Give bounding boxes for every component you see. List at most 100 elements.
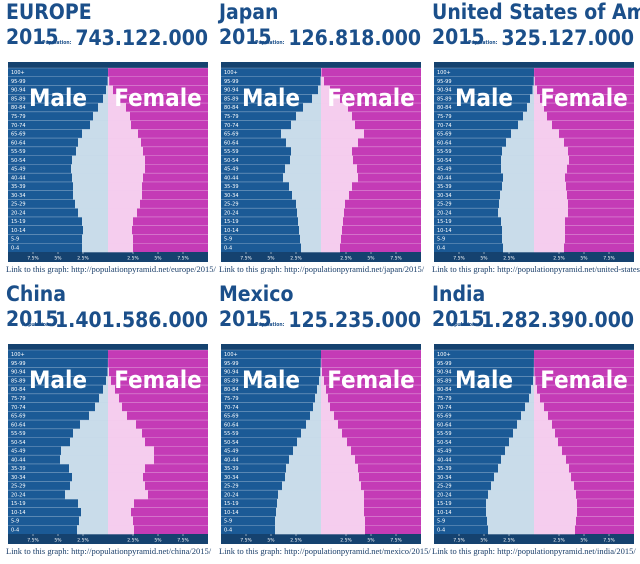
male-bar (275, 525, 321, 535)
male-bar (69, 463, 108, 473)
pyramid-panel: United States of America2015 325.127.000 P… (432, 0, 640, 274)
age-label: 75-79 (11, 114, 26, 120)
age-label: 75-79 (437, 396, 452, 402)
male-bar (277, 498, 321, 509)
x-tick-label: 7.5% (390, 256, 402, 262)
male-bar (291, 120, 321, 130)
age-label: 85-89 (11, 96, 26, 102)
male-bar (82, 234, 108, 244)
series-label: Male (455, 84, 513, 112)
female-bar (534, 490, 576, 500)
age-label: 15-19 (224, 219, 239, 225)
age-label: 80-84 (11, 105, 26, 111)
age-label: 60-64 (437, 422, 452, 428)
female-bar (108, 85, 113, 95)
age-label: 50-54 (224, 158, 239, 164)
female-bar (534, 208, 568, 218)
age-label: 55-59 (437, 149, 452, 155)
panel-title: China (6, 282, 66, 306)
female-bar (534, 129, 559, 139)
male-bar (286, 138, 321, 148)
age-label: 60-64 (224, 422, 239, 428)
series-label: Male (455, 366, 513, 394)
age-label: 35-39 (224, 184, 239, 190)
age-label: 5-9 (437, 237, 445, 243)
age-label: 20-24 (224, 210, 239, 216)
female-bar (534, 138, 564, 148)
male-bar (98, 103, 108, 113)
female-bar (321, 481, 361, 491)
x-tick-label: 5% (154, 538, 162, 544)
female-bar (108, 243, 133, 253)
male-bar (530, 94, 534, 104)
female-bar (321, 120, 355, 130)
male-bar (313, 402, 321, 412)
female-bar (534, 516, 576, 526)
age-label: 40-44 (437, 457, 452, 463)
male-bar (285, 472, 321, 482)
age-label: 100+ (224, 70, 238, 76)
male-bar (80, 420, 108, 430)
male-bar (506, 138, 534, 148)
age-label: 35-39 (437, 184, 452, 190)
male-bar (486, 498, 534, 509)
age-label: 100+ (11, 70, 25, 76)
male-bar (95, 402, 108, 412)
female-bar (321, 525, 365, 535)
female-bar (108, 455, 154, 465)
x-tick-label: 5% (267, 538, 275, 544)
male-bar (499, 199, 534, 209)
age-label: 65-69 (224, 132, 239, 138)
male-bar (525, 402, 534, 412)
bottom-strip (434, 252, 634, 262)
panel-year: 2015 (6, 307, 59, 331)
age-label: 60-64 (11, 140, 26, 146)
age-label: 25-29 (224, 202, 239, 208)
x-tick-label: 5% (367, 538, 375, 544)
age-label: 65-69 (437, 132, 452, 138)
male-bar (300, 234, 321, 244)
graph-link: Link to this graph: http://populationpyr… (219, 546, 431, 556)
age-label: 0-4 (437, 245, 445, 251)
male-bar (301, 243, 321, 253)
age-label: 65-69 (437, 414, 452, 420)
female-bar (108, 199, 140, 209)
male-bar (276, 507, 321, 517)
age-label: 90-94 (11, 370, 26, 376)
age-label: 35-39 (11, 184, 26, 190)
age-label: 95-99 (437, 361, 452, 367)
female-bar (108, 234, 133, 244)
female-bar (321, 173, 358, 183)
x-tick-label: 2.5% (290, 256, 302, 262)
female-bar (108, 393, 119, 403)
age-label: 85-89 (224, 96, 239, 102)
female-bar (321, 420, 338, 430)
x-tick-label: 7.5% (240, 256, 252, 262)
female-bar (321, 507, 364, 517)
female-bar (108, 181, 142, 191)
population-label: Population: (42, 40, 71, 46)
male-bar (487, 516, 534, 526)
female-bar (534, 164, 567, 174)
female-bar (321, 225, 342, 235)
series-label: Female (327, 84, 415, 112)
male-bar (498, 208, 534, 218)
female-bar (534, 498, 577, 509)
female-bar (108, 376, 111, 386)
x-tick-label: 2.5% (290, 538, 302, 544)
female-bar (108, 225, 132, 235)
panel-year: 2015 (432, 307, 485, 331)
age-label: 35-39 (224, 466, 239, 472)
male-bar (523, 111, 534, 121)
male-bar (310, 411, 321, 421)
age-label: 15-19 (11, 501, 26, 507)
female-bar (108, 164, 145, 174)
female-bar (534, 463, 569, 473)
male-bar (107, 367, 108, 377)
male-bar (306, 420, 321, 430)
male-bar (103, 385, 108, 395)
x-tick-label: 2.5% (127, 256, 139, 262)
male-bar (291, 146, 321, 156)
